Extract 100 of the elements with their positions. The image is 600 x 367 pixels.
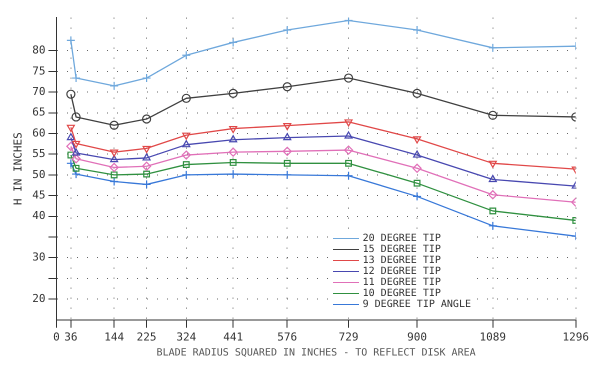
point (412, 164, 422, 173)
point (110, 120, 119, 130)
point (345, 160, 352, 167)
point (182, 170, 191, 180)
x-tick-label: 1089 (480, 330, 506, 344)
point (344, 131, 353, 139)
point (283, 133, 292, 140)
point (228, 148, 238, 157)
y-tick-label: 30 (32, 250, 46, 264)
point (228, 88, 238, 98)
point (413, 136, 422, 144)
point (413, 150, 422, 158)
point (110, 154, 118, 162)
x-tick-label: 36 (64, 330, 78, 344)
point (66, 142, 76, 151)
point (229, 126, 238, 134)
point (489, 207, 496, 214)
point (72, 164, 80, 172)
point (142, 114, 152, 124)
point (282, 82, 292, 92)
point (143, 170, 150, 178)
point (71, 169, 81, 179)
point (230, 159, 237, 166)
point (488, 221, 498, 230)
x-tick-label: 1296 (562, 330, 590, 344)
point (182, 132, 190, 140)
y-tick-label: 75 (32, 64, 46, 78)
y-tick-label: 60 (32, 126, 46, 140)
point (284, 160, 291, 167)
point (412, 25, 422, 35)
point (344, 119, 353, 127)
x-tick-label: 0 (53, 330, 60, 344)
y-tick-label: 45 (32, 188, 46, 202)
point (412, 192, 422, 202)
point (71, 154, 81, 164)
point (182, 150, 191, 160)
y-axis-title: H IN INCHES (11, 132, 24, 206)
point (182, 94, 191, 103)
point (488, 43, 498, 52)
x-tick-label: 225 (136, 330, 157, 344)
point (67, 152, 74, 158)
point (66, 158, 76, 168)
point (110, 150, 118, 157)
y-tick-label: 55 (32, 147, 46, 160)
legend-label: 20 DEGREE TIP (362, 233, 441, 244)
point (142, 153, 151, 161)
point (72, 140, 80, 148)
point (414, 180, 421, 187)
point (412, 88, 422, 98)
legend-label: 11 DEGREE TIP (362, 277, 441, 288)
x-axis-title: BLADE RADIUS SQUARED IN INCHES - TO REFLECT DISK AREA (156, 348, 476, 359)
point (66, 133, 75, 140)
y-tick-label: 65 (32, 106, 46, 119)
point (142, 180, 152, 190)
legend-label: 9 DEGREE TIP ANGLE (362, 299, 471, 310)
point (71, 73, 81, 83)
legend-label: 13 DEGREE TIP (362, 255, 441, 266)
point (66, 36, 76, 45)
point (142, 146, 151, 154)
point (182, 50, 191, 60)
point (488, 160, 497, 168)
point (282, 146, 292, 156)
point (282, 170, 292, 180)
point (344, 145, 354, 155)
x-tick-label: 729 (338, 330, 358, 344)
point (344, 18, 354, 26)
point (488, 174, 497, 182)
y-tick-label: 80 (32, 44, 46, 57)
y-tick-label: 50 (32, 168, 46, 181)
point (110, 81, 119, 91)
x-tick-label: 324 (176, 330, 197, 344)
legend-label: 15 DEGREE TIP (362, 244, 441, 255)
point (228, 169, 238, 179)
point (488, 110, 498, 120)
x-tick-label: 576 (277, 330, 298, 344)
legend-label: 12 DEGREE TIP (362, 266, 441, 277)
point (66, 124, 75, 132)
point (110, 176, 119, 186)
point (110, 171, 118, 178)
point (142, 162, 152, 171)
point (344, 73, 354, 83)
point (282, 25, 292, 35)
point (72, 148, 80, 156)
point (182, 140, 190, 148)
point (142, 73, 152, 83)
point (229, 135, 238, 142)
point (283, 123, 292, 130)
point (488, 190, 498, 200)
y-tick-label: 20 (32, 292, 46, 305)
point (344, 171, 354, 180)
x-tick-label: 441 (223, 330, 244, 344)
legend-label: 10 DEGREE TIP (362, 288, 441, 299)
point (66, 90, 76, 99)
y-tick-label: 70 (32, 84, 46, 98)
point (71, 112, 81, 122)
x-tick-label: 144 (104, 330, 124, 344)
y-tick-label: 40 (32, 209, 46, 222)
x-tick-label: 900 (407, 330, 428, 344)
point (110, 162, 119, 172)
point (182, 161, 190, 168)
